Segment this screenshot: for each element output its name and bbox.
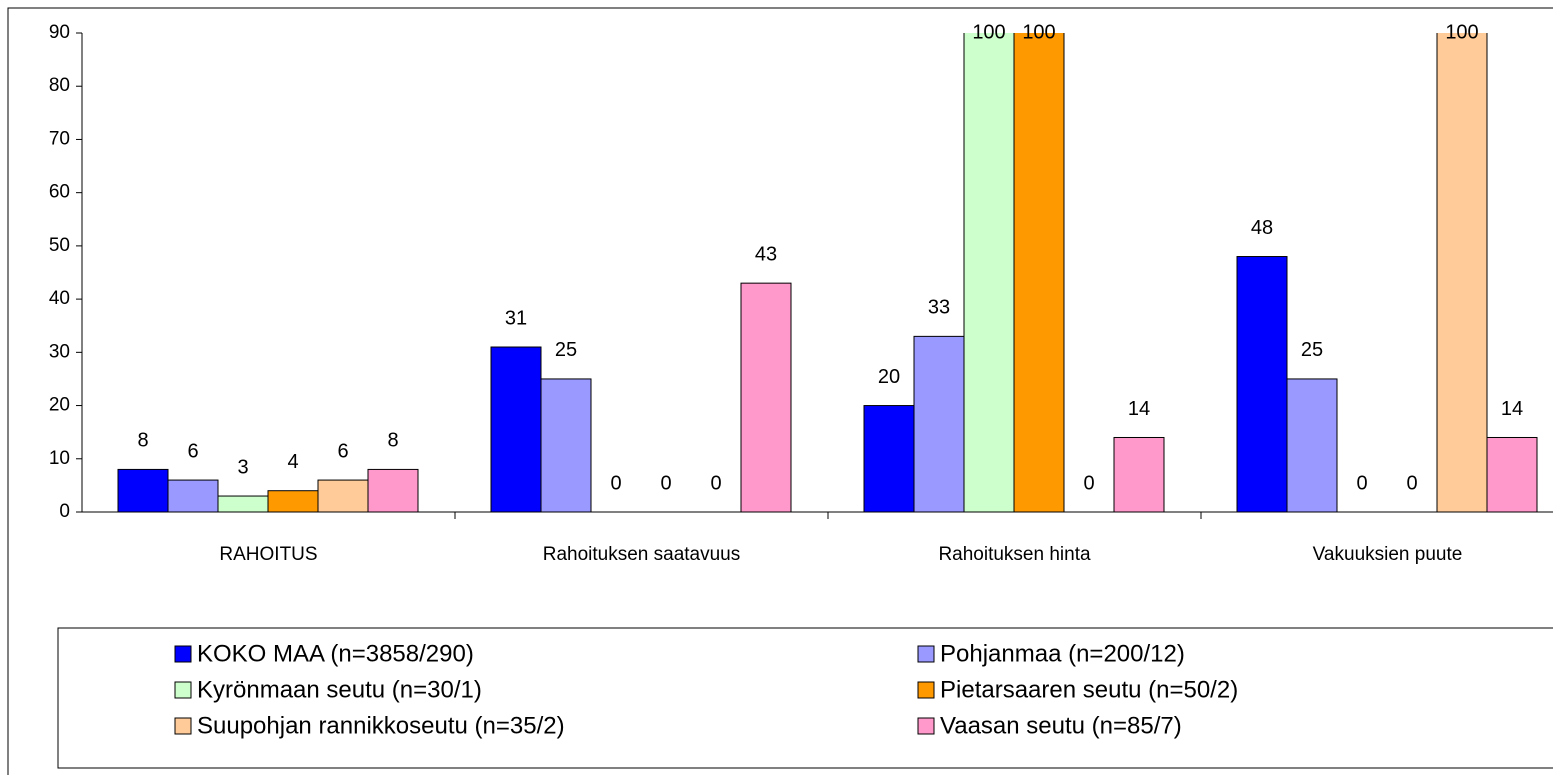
legend-label: Suupohjan rannikkoseutu (n=35/2) <box>197 712 565 739</box>
bar <box>217 495 269 513</box>
data-label: 100 <box>972 21 1005 43</box>
data-label: 100 <box>1445 21 1478 43</box>
data-label: 31 <box>505 307 527 329</box>
bar <box>367 468 419 513</box>
bar <box>117 468 169 513</box>
bar <box>1013 33 1065 513</box>
bar <box>317 479 369 513</box>
legend-swatch <box>174 645 192 663</box>
legend-swatch <box>917 717 935 735</box>
data-label: 0 <box>1406 472 1417 494</box>
y-tick-label: 50 <box>49 235 70 256</box>
y-tick-label: 30 <box>49 341 70 362</box>
legend-swatch <box>917 645 935 663</box>
legend-label: Pohjanmaa (n=200/12) <box>940 640 1185 667</box>
legend-swatch <box>174 681 192 699</box>
bar <box>1236 256 1288 513</box>
bar <box>1113 436 1165 513</box>
data-label: 3 <box>237 456 248 478</box>
bar <box>490 346 542 513</box>
data-label: 6 <box>337 440 348 462</box>
bar <box>540 378 592 513</box>
data-label: 14 <box>1501 398 1523 420</box>
data-label: 0 <box>1083 472 1094 494</box>
bar <box>1486 436 1538 513</box>
y-tick-label: 40 <box>49 288 70 309</box>
bar <box>1286 378 1338 513</box>
y-tick-label: 70 <box>49 128 70 149</box>
bar <box>963 33 1015 513</box>
y-tick-label: 80 <box>49 75 70 96</box>
data-label: 0 <box>660 472 671 494</box>
y-tick-label: 60 <box>49 182 70 203</box>
x-tick-label: Rahoituksen saatavuus <box>543 544 741 565</box>
data-label: 100 <box>1022 21 1055 43</box>
bar <box>740 282 792 513</box>
x-tick-label: Vakuuksien puute <box>1313 544 1463 565</box>
x-tick-label: RAHOITUS <box>219 544 317 565</box>
data-label: 4 <box>287 451 298 473</box>
bar <box>167 479 219 513</box>
legend-box <box>57 627 1553 769</box>
data-label: 6 <box>187 440 198 462</box>
legend-swatch <box>174 717 192 735</box>
data-label: 0 <box>1356 472 1367 494</box>
data-label: 43 <box>755 243 777 265</box>
legend-label: Vaasan seutu (n=85/7) <box>940 712 1182 739</box>
data-label: 33 <box>928 297 950 319</box>
data-label: 20 <box>878 366 900 388</box>
data-label: 25 <box>555 339 577 361</box>
bar <box>267 490 319 513</box>
y-tick-label: 90 <box>49 22 70 43</box>
data-label: 8 <box>137 430 148 452</box>
chart-frame <box>7 7 1553 775</box>
y-tick-label: 0 <box>59 501 70 522</box>
data-label: 8 <box>387 430 398 452</box>
legend-label: Pietarsaaren seutu (n=50/2) <box>940 676 1238 703</box>
data-label: 48 <box>1251 217 1273 239</box>
legend-label: Kyrönmaan seutu (n=30/1) <box>197 676 482 703</box>
bar <box>1436 33 1488 513</box>
legend-swatch <box>917 681 935 699</box>
data-label: 25 <box>1301 339 1323 361</box>
x-tick-label: Rahoituksen hinta <box>938 544 1091 565</box>
bar <box>863 405 915 513</box>
data-label: 0 <box>610 472 621 494</box>
data-label: 0 <box>710 472 721 494</box>
legend-label: KOKO MAA (n=3858/290) <box>197 640 474 667</box>
y-tick-label: 20 <box>49 395 70 416</box>
data-label: 14 <box>1128 398 1150 420</box>
y-tick-label: 10 <box>49 448 70 469</box>
bar <box>913 335 965 513</box>
